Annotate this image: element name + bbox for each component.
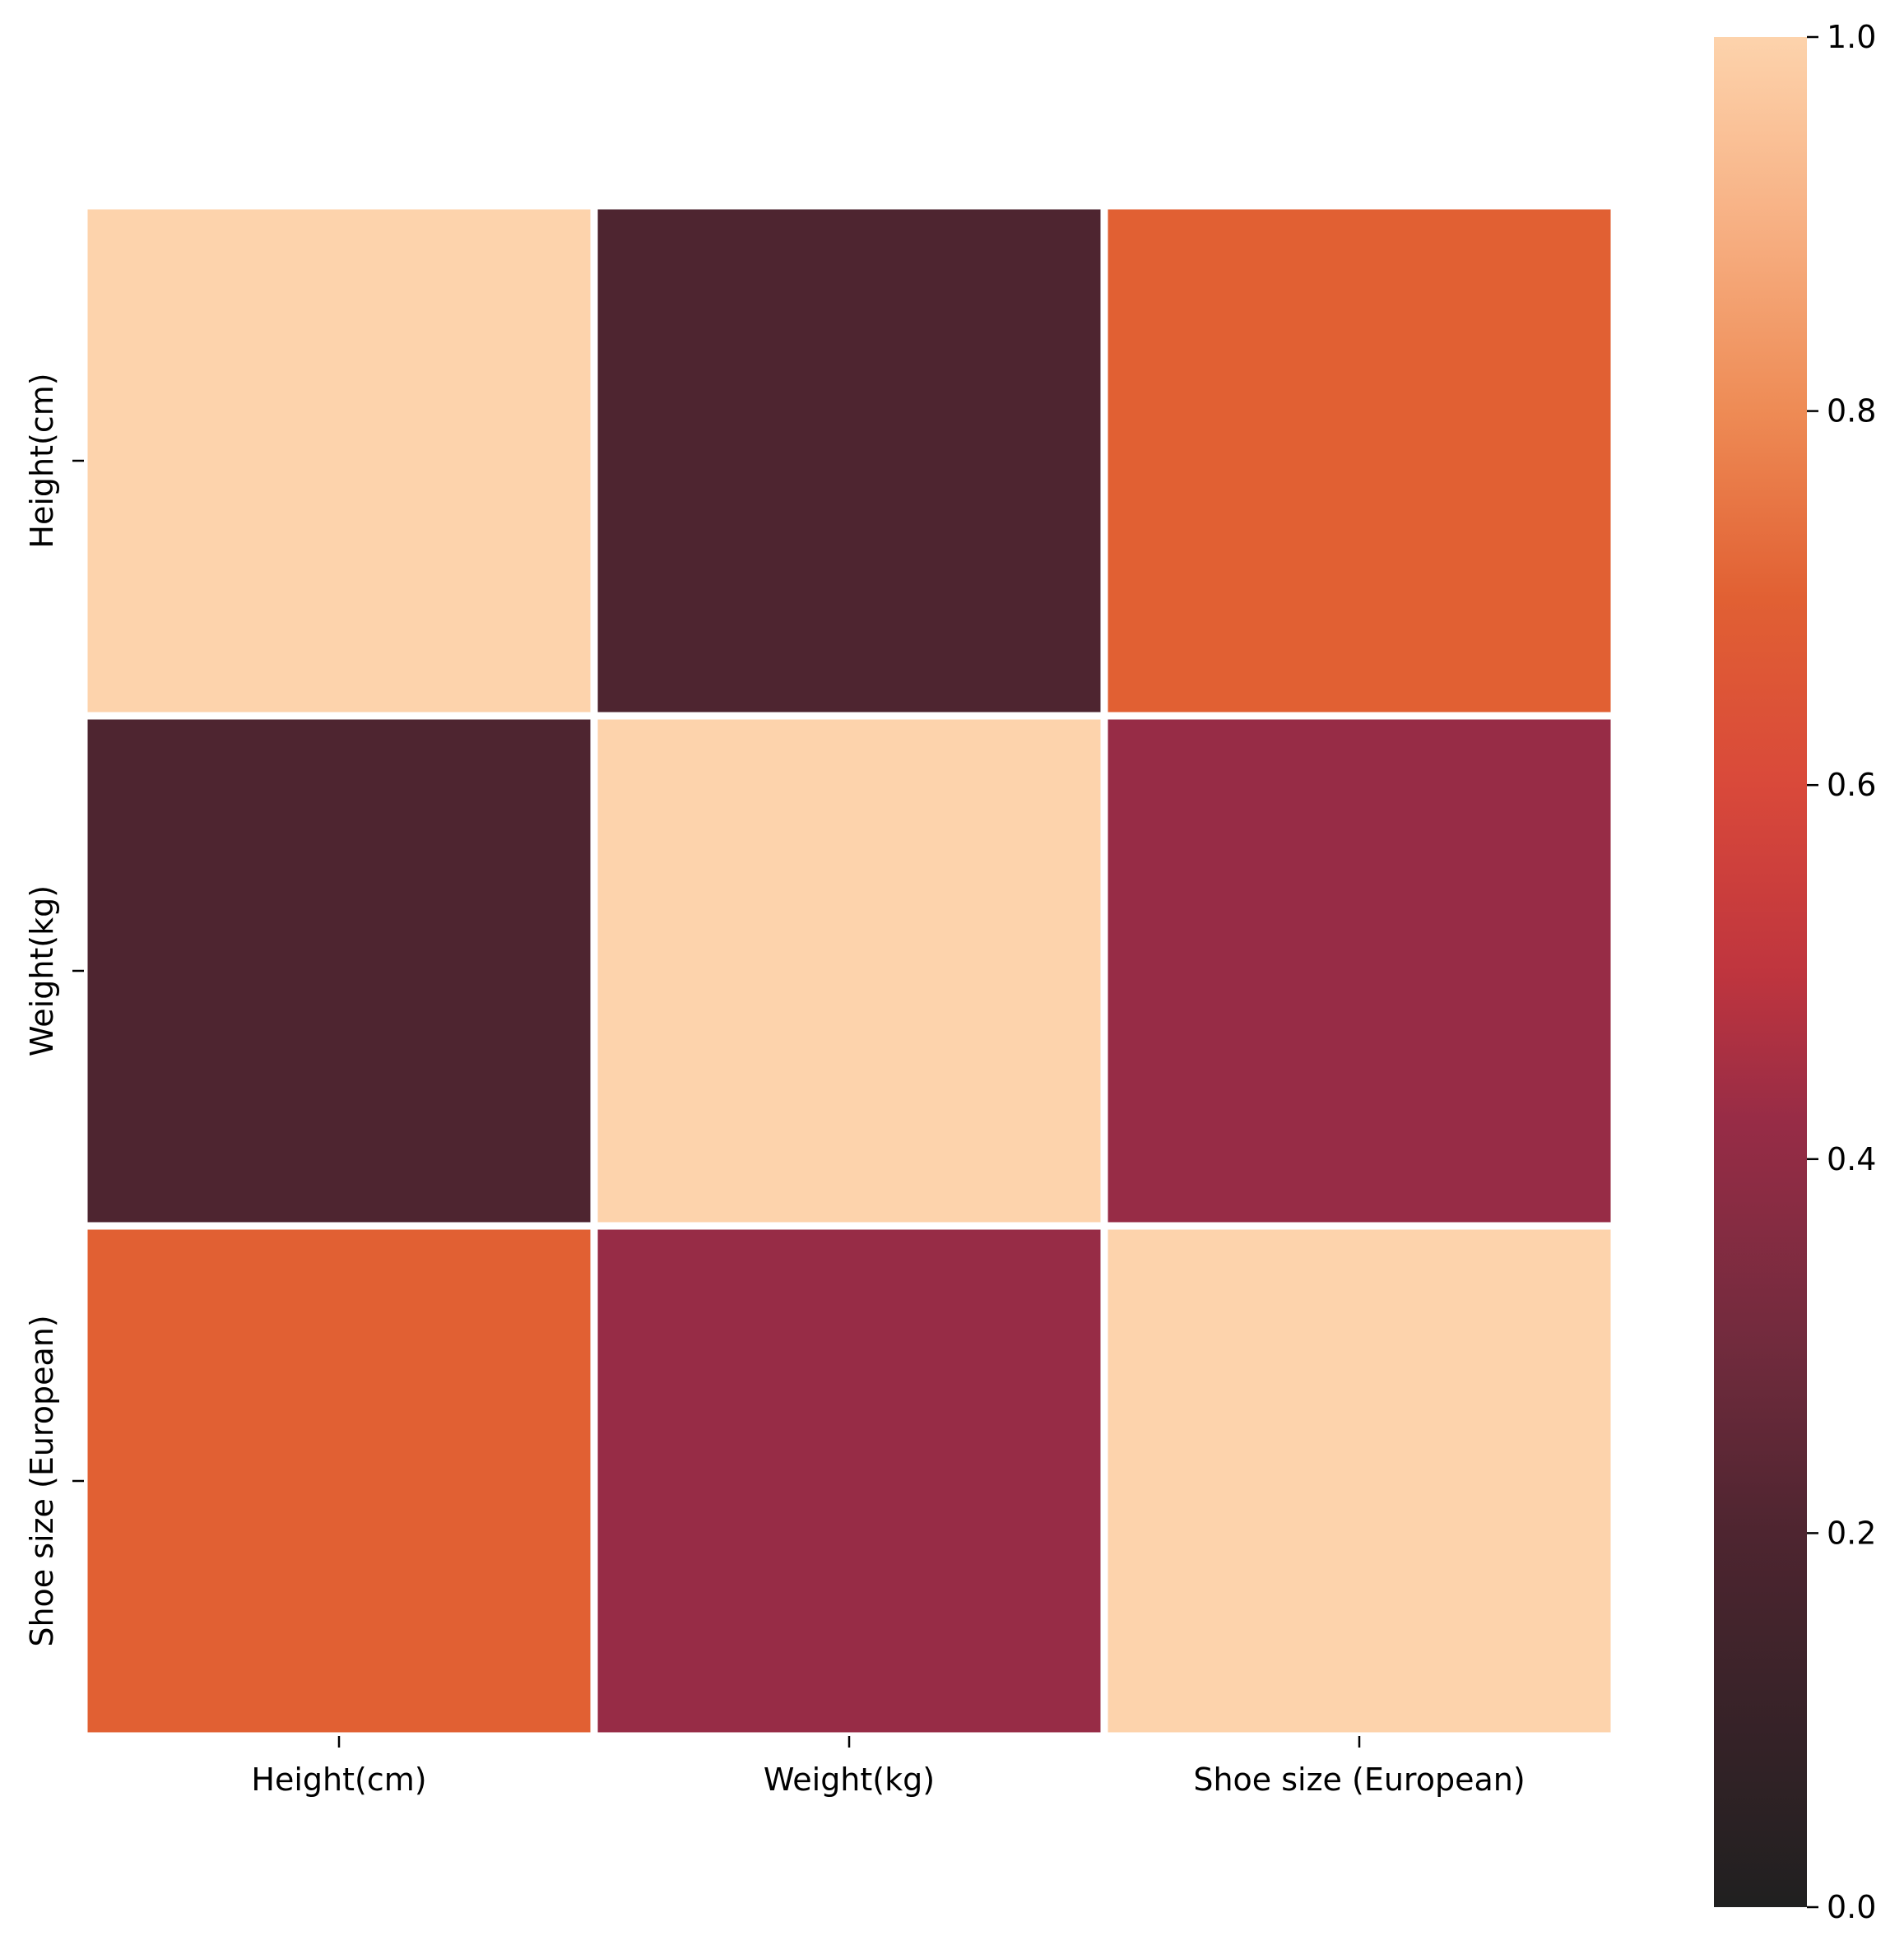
heatmap-cell [597,209,1101,713]
colorbar: 0.0 0.2 0.4 0.6 0.8 1.0 [1714,19,1876,1925]
colorbar-tick-label: 0.4 [1827,1141,1876,1177]
y-tick-label: Shoe size (European) [24,1315,60,1646]
heatmap-cell [87,1229,591,1733]
heatmap-cell [597,1229,1101,1733]
heatmap-cell [1108,209,1611,713]
colorbar-tick-label: 0.6 [1827,767,1876,803]
colorbar-tick-label: 0.0 [1827,1889,1876,1925]
y-tick-label: Height(cm) [24,373,60,548]
x-tick-label: Shoe size (European) [1193,1762,1525,1798]
colorbar-tick-label: 0.2 [1827,1515,1876,1551]
y-tick-label: Weight(kg) [24,885,60,1056]
x-tick-label: Weight(kg) [764,1762,935,1798]
heatmap-cell [1108,719,1611,1223]
heatmap-cell [87,209,591,713]
heatmap-cells [87,209,1611,1733]
x-tick-label: Height(cm) [251,1762,426,1798]
heatmap-cell [87,719,591,1223]
x-axis: Height(cm) Weight(kg) Shoe size (European) [251,1736,1526,1798]
heatmap-cell [1108,1229,1611,1733]
colorbar-gradient [1714,37,1807,1907]
colorbar-tick-label: 1.0 [1827,19,1876,55]
y-axis: Height(cm) Weight(kg) Shoe size (European) [24,373,84,1647]
colorbar-tick-label: 0.8 [1827,393,1876,429]
heatmap-cell [597,719,1101,1223]
